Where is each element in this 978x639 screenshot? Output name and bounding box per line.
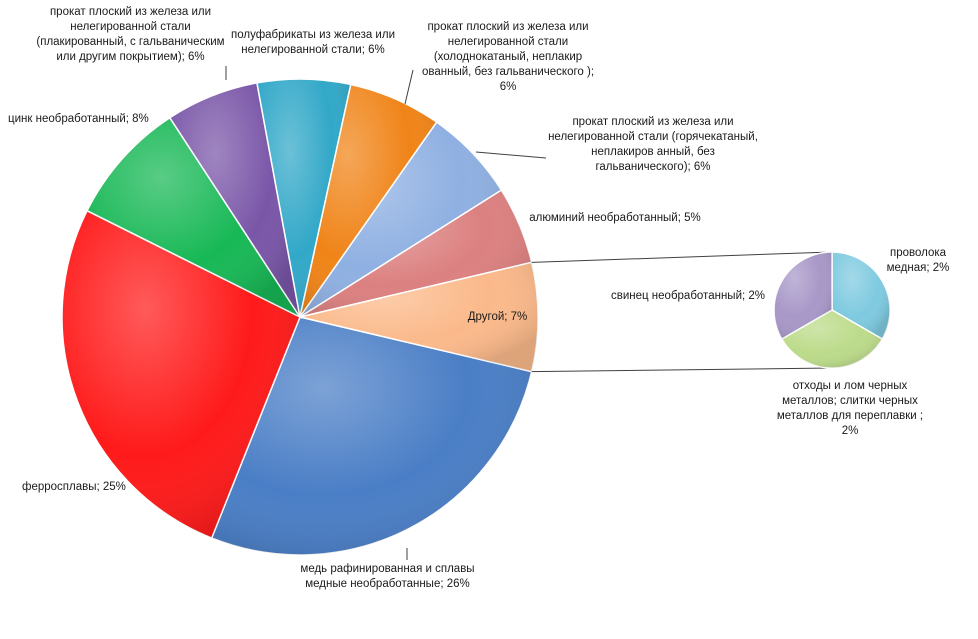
label-semi: полуфабрикаты из железа или нелегированн…: [231, 29, 395, 56]
label-alu: алюминий необработанный; 5%: [529, 212, 701, 224]
label-cold: прокат плоский из железа или нелегирован…: [421, 21, 595, 93]
label-scrap: отходы и лом черных металлов; слитки чер…: [776, 380, 924, 437]
pie-slice-shading-alu: [300, 190, 532, 317]
pie-slice-shading-copper: [211, 317, 532, 555]
label-plated: прокат плоский из железа или нелегирован…: [36, 6, 225, 63]
leader-hot: [475, 151, 547, 159]
label-wire: проволока медная; 2%: [886, 247, 950, 274]
connector-lines: [531, 251, 833, 373]
main-pie: [61, 78, 539, 556]
connector-bottom: [531, 367, 833, 373]
pie-slice-shading-cold: [300, 84, 437, 317]
leader-cold: [404, 69, 414, 105]
secondary-slice-shading-lead: [774, 252, 832, 339]
pie-slice-shading-other: [300, 262, 538, 372]
label-zinc: цинк необработанный; 8%: [8, 113, 149, 125]
pie-slice-shading-semi: [256, 78, 351, 317]
leader-lines: [225, 66, 547, 560]
pie-slice-shading-zinc: [87, 117, 301, 317]
label-ferro: ферросплавы; 25%: [22, 481, 126, 493]
secondary-pie: [773, 251, 891, 369]
label-copper: медь рафинированная и сплавы медные необ…: [300, 563, 475, 590]
label-lead: свинец необработанный; 2%: [611, 290, 765, 302]
secondary-slice-shading-wire: [832, 252, 890, 339]
connector-top: [531, 251, 833, 263]
label-other: Другой; 7%: [467, 311, 528, 323]
pie-slice-shading-hot: [300, 122, 502, 317]
label-hot: прокат плоский из железа или нелегирован…: [548, 116, 758, 173]
pie-slice-shading-ferro: [62, 210, 301, 538]
